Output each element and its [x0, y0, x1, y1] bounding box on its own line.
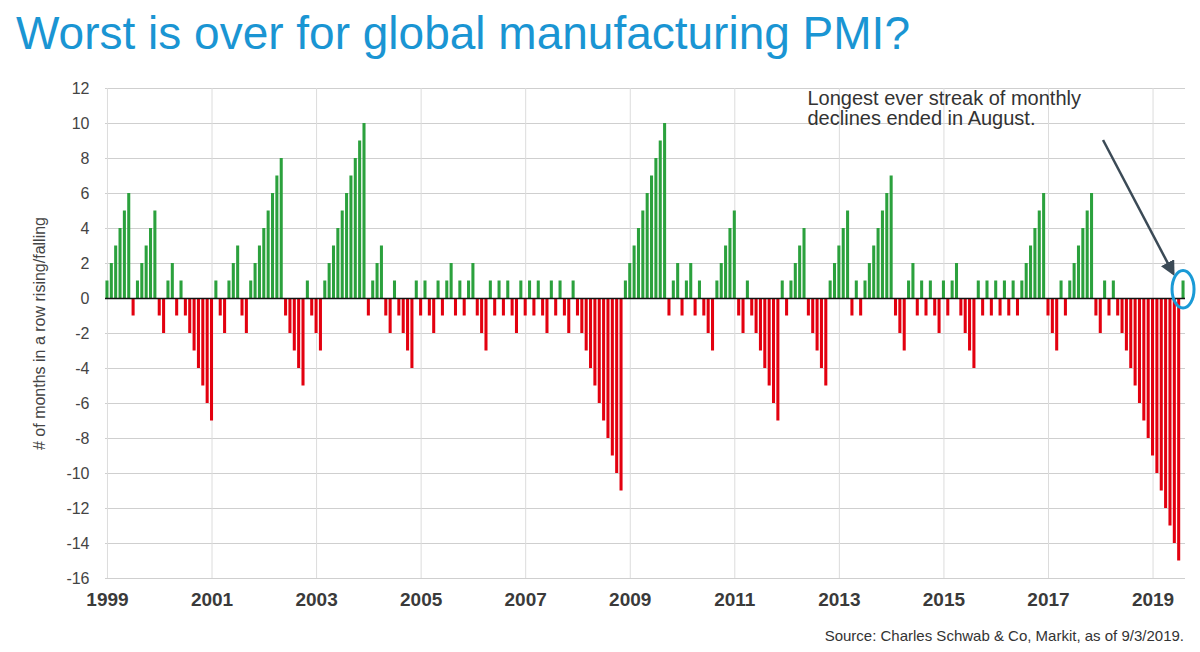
svg-text:2011: 2011 — [714, 589, 756, 610]
svg-text:2003: 2003 — [295, 589, 337, 610]
svg-text:4: 4 — [81, 220, 90, 237]
svg-text:2: 2 — [81, 255, 90, 272]
svg-text:-4: -4 — [75, 360, 89, 377]
svg-text:-8: -8 — [75, 430, 89, 447]
html-text:Worst is over for global manuf: Worst is over for global manufacturing P… — [16, 7, 910, 59]
svg-text:1999: 1999 — [86, 589, 128, 610]
svg-text:12: 12 — [72, 80, 90, 97]
svg-text:-14: -14 — [66, 535, 89, 552]
svg-text:2017: 2017 — [1027, 589, 1069, 610]
svg-text:8: 8 — [81, 150, 90, 167]
svg-text:2013: 2013 — [818, 589, 860, 610]
svg-text:6: 6 — [81, 185, 90, 202]
svg-text:Longest ever streak of monthly: Longest ever streak of monthlydeclines e… — [808, 87, 1081, 129]
svg-text:-2: -2 — [75, 325, 89, 342]
svg-text:2007: 2007 — [505, 589, 547, 610]
svg-text:2015: 2015 — [923, 589, 966, 610]
svg-text:# of months in a row rising/fa: # of months in a row rising/falling — [31, 217, 48, 450]
svg-text:-10: -10 — [66, 465, 89, 482]
svg-text:2001: 2001 — [191, 589, 234, 610]
svg-text:-12: -12 — [66, 500, 89, 517]
svg-text:-16: -16 — [66, 570, 89, 587]
svg-text:2005: 2005 — [400, 589, 443, 610]
svg-text:-6: -6 — [75, 395, 89, 412]
svg-text:2009: 2009 — [609, 589, 651, 610]
svg-text:10: 10 — [72, 115, 90, 132]
svg-text:2019: 2019 — [1132, 589, 1174, 610]
html-text:Source: Charles Schwab & Co, M: Source: Charles Schwab & Co, Markit, as … — [824, 627, 1184, 644]
svg-text:0: 0 — [81, 290, 90, 307]
